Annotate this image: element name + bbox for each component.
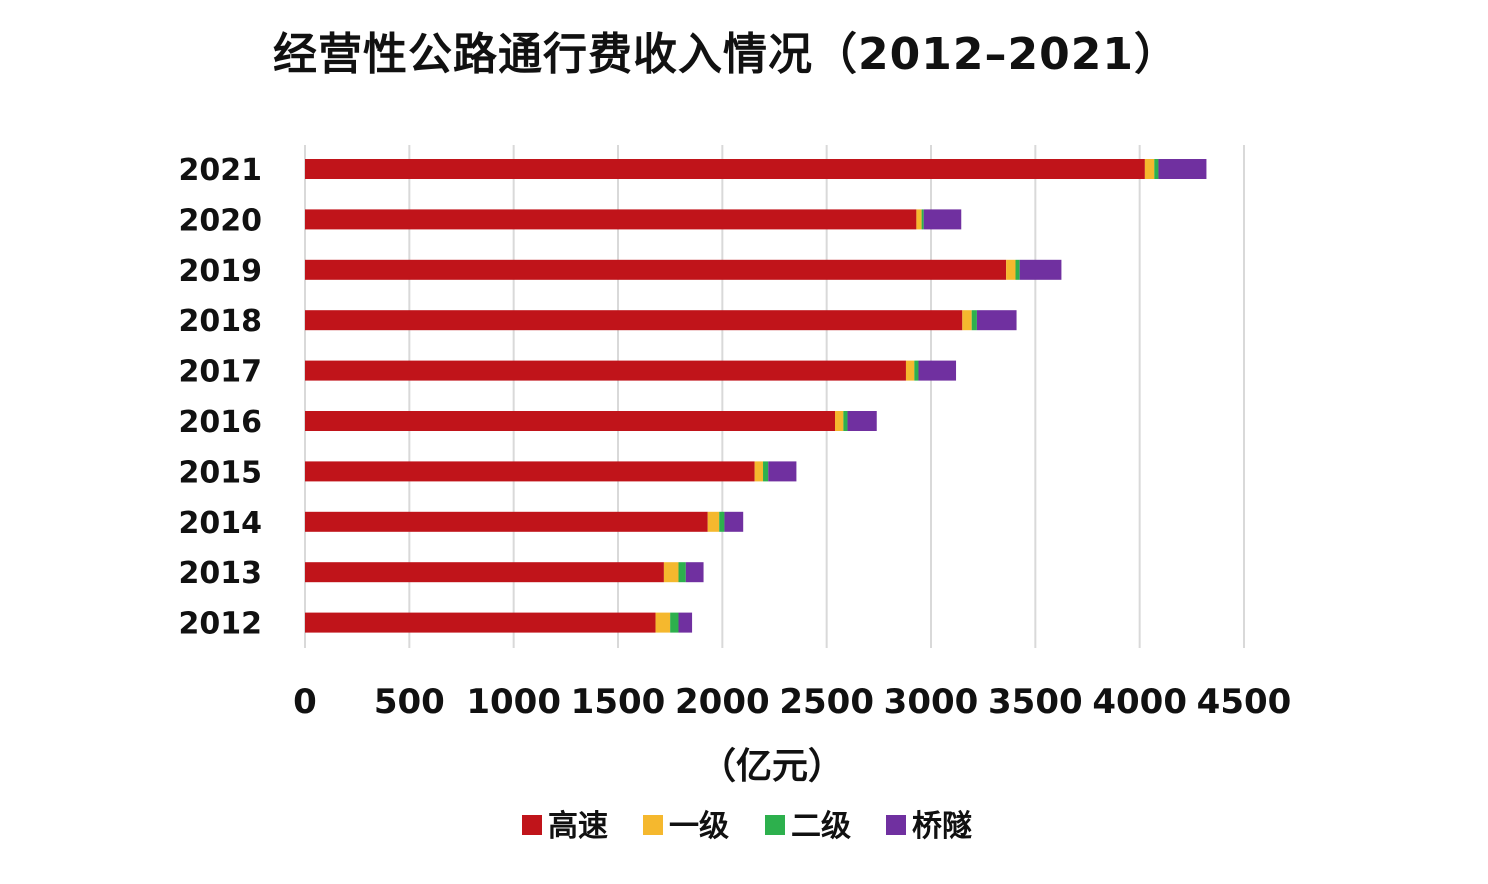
x-tick-label: 2500 — [779, 682, 874, 722]
bar-2017-series-2 — [914, 360, 919, 381]
bar-2020-series-1 — [916, 209, 922, 230]
bar-2020-series-2 — [921, 209, 924, 230]
x-tick-label: 1000 — [466, 682, 561, 722]
bar-2018-series-3 — [976, 310, 1017, 331]
y-tick-label: 2016 — [179, 405, 263, 440]
bar-2021-series-3 — [1158, 159, 1207, 179]
y-tick-label: 2014 — [179, 506, 263, 541]
bar-2016-series-2 — [843, 411, 848, 431]
bar-2015-series-2 — [763, 461, 769, 482]
x-tick-label: 3500 — [988, 682, 1083, 722]
x-tick-label: 4000 — [1092, 682, 1187, 722]
bar-2018-series-0 — [305, 310, 963, 331]
x-axis-label: （亿元） — [700, 746, 844, 787]
legend-swatch-1 — [643, 815, 663, 835]
bar-2020-series-0 — [305, 209, 917, 230]
bar-2013-series-1 — [663, 562, 679, 583]
y-tick-label: 2018 — [179, 304, 263, 339]
bar-2016-series-3 — [847, 411, 877, 431]
x-tick-label: 3000 — [884, 682, 979, 722]
x-tick-label: 4500 — [1197, 682, 1292, 722]
legend-swatch-0 — [522, 815, 542, 835]
x-tick-label: 2000 — [675, 682, 770, 722]
bars — [305, 159, 1207, 633]
legend-label-2: 二级 — [791, 809, 851, 844]
y-tick-label: 2021 — [179, 153, 263, 188]
x-tick-label: 1500 — [571, 682, 666, 722]
legend-swatch-2 — [765, 815, 785, 835]
bar-2013-series-3 — [685, 562, 704, 583]
bar-2012-series-3 — [678, 612, 693, 633]
x-tick-label: 500 — [374, 682, 445, 722]
bar-2015-series-0 — [305, 461, 755, 482]
y-tick-label: 2020 — [179, 203, 263, 238]
bar-2019-series-0 — [305, 259, 1007, 280]
bar-2016-series-1 — [835, 411, 844, 431]
bar-2018-series-1 — [962, 310, 972, 331]
bar-2021-series-0 — [305, 159, 1145, 179]
y-tick-label: 2019 — [179, 254, 263, 289]
legend-label-3: 桥隧 — [912, 809, 972, 844]
y-tick-label: 2012 — [179, 607, 263, 642]
bar-2018-series-2 — [971, 310, 977, 331]
y-tick-label: 2013 — [179, 556, 263, 591]
bar-2020-series-3 — [923, 209, 962, 230]
x-tick-label: 0 — [293, 682, 317, 722]
bar-2019-series-1 — [1006, 259, 1016, 280]
x-tick-labels: 0 500 1000 1500 2000 2500 3000 3500 4000 4500 — [293, 682, 1291, 722]
legend-label-0: 高速 — [548, 809, 608, 844]
chart-title: 经营性公路通行费收入情况（2012–2021） — [273, 29, 1179, 80]
bar-2017-series-3 — [918, 360, 957, 381]
bar-2014-series-1 — [707, 511, 720, 532]
legend: 高速 一级 二级 桥隧 — [522, 809, 972, 844]
legend-label-1: 一级 — [669, 809, 729, 844]
bar-2015-series-3 — [768, 461, 797, 482]
legend-swatch-3 — [886, 815, 906, 835]
bar-2012-series-2 — [670, 612, 679, 633]
bar-2017-series-1 — [905, 360, 915, 381]
y-tick-labels: 2021 2020 2019 2018 2017 2016 2015 2014 2013 2012 — [179, 153, 263, 642]
y-tick-label: 2015 — [179, 455, 263, 490]
bar-2019-series-3 — [1019, 259, 1062, 280]
bar-2021-series-2 — [1154, 159, 1159, 179]
bar-2012-series-0 — [305, 612, 656, 633]
bar-2017-series-0 — [305, 360, 906, 381]
bar-2019-series-2 — [1015, 259, 1020, 280]
bar-2021-series-1 — [1144, 159, 1155, 179]
bar-2014-series-3 — [724, 511, 744, 532]
bar-2016-series-0 — [305, 411, 836, 431]
bar-2012-series-1 — [655, 612, 671, 633]
bar-2013-series-2 — [678, 562, 686, 583]
bar-2014-series-0 — [305, 511, 708, 532]
bar-2013-series-0 — [305, 562, 664, 583]
y-tick-label: 2017 — [179, 355, 263, 390]
bar-2014-series-2 — [719, 511, 725, 532]
bar-2015-series-1 — [754, 461, 764, 482]
